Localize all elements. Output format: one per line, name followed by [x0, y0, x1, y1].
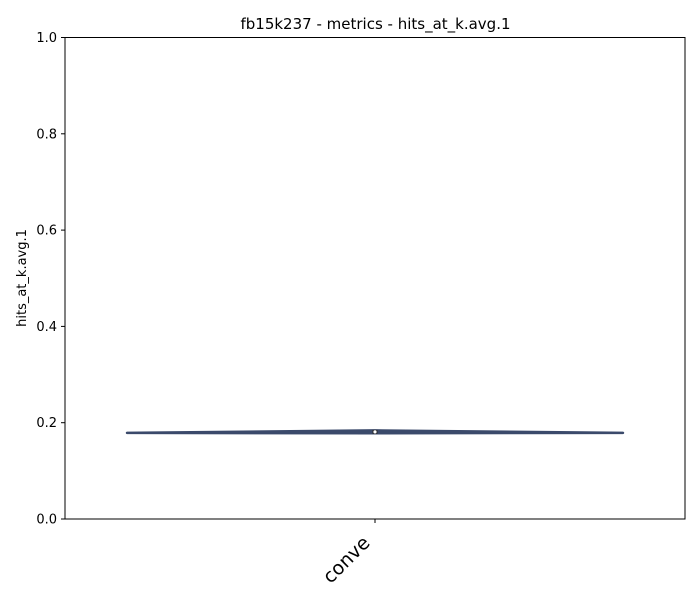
y-tick-label: 0.8 — [36, 127, 57, 142]
violin-series — [125, 429, 625, 435]
x-tick-label: conve — [319, 532, 375, 588]
x-axis-ticks: conve — [319, 519, 376, 588]
y-axis-ticks: 0.0 0.2 0.4 0.6 0.8 1.0 — [36, 31, 65, 528]
y-tick-label: 0.6 — [36, 224, 57, 239]
y-tick-label: 0.2 — [36, 416, 57, 431]
y-tick-label: 0.4 — [36, 320, 57, 335]
y-tick-label: 0.0 — [36, 513, 57, 528]
y-tick-label: 1.0 — [36, 31, 57, 46]
plot-frame — [64, 37, 686, 520]
violin-median — [373, 430, 377, 434]
y-axis-label: hits_at_k.avg.1 — [15, 229, 30, 327]
chart-title: fb15k237 - metrics - hits_at_k.avg.1 — [240, 15, 510, 34]
